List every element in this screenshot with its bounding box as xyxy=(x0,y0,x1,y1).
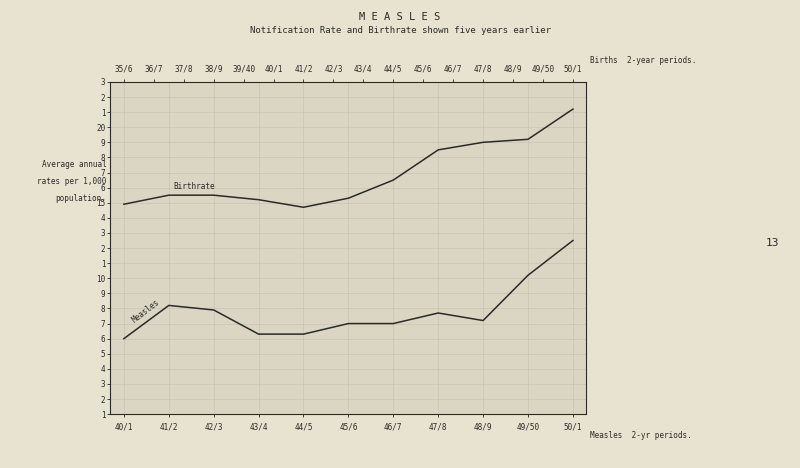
Text: M E A S L E S: M E A S L E S xyxy=(359,12,441,22)
Text: Average annual: Average annual xyxy=(42,161,106,169)
Text: Notification Rate and Birthrate shown five years earlier: Notification Rate and Birthrate shown fi… xyxy=(250,26,550,35)
Text: Births  2-year periods.: Births 2-year periods. xyxy=(590,56,697,66)
Text: rates per 1,000: rates per 1,000 xyxy=(37,177,106,186)
Text: Birthrate: Birthrate xyxy=(174,182,215,190)
Text: Measles: Measles xyxy=(130,298,162,325)
Text: 13: 13 xyxy=(766,238,778,249)
Text: population.: population. xyxy=(55,194,106,203)
Text: Measles  2-yr periods.: Measles 2-yr periods. xyxy=(590,431,692,440)
